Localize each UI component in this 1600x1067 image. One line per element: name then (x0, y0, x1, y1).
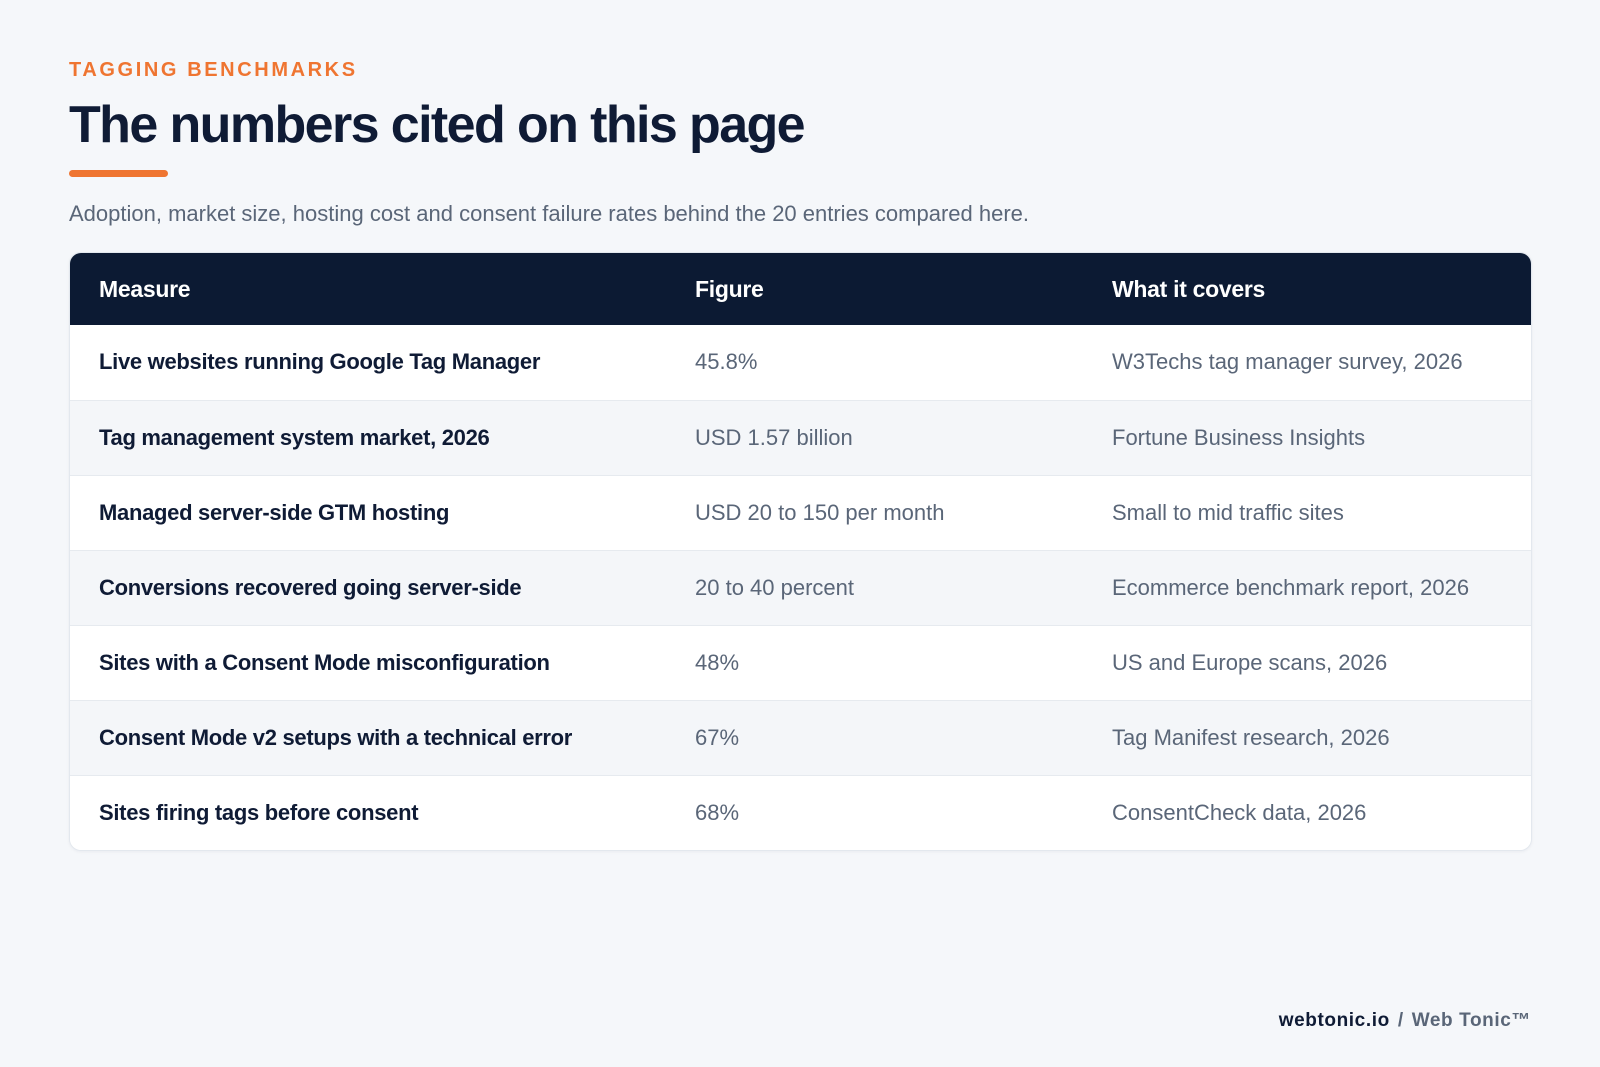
benchmarks-table: Measure Figure What it covers Live websi… (70, 253, 1531, 850)
section-eyebrow: TAGGING BENCHMARKS (69, 59, 358, 81)
footer-domain: webtonic.io (1278, 1010, 1390, 1031)
column-header-covers: What it covers (1112, 275, 1266, 302)
table-row: Consent Mode v2 setups with a technical … (70, 700, 1531, 775)
table-row: Sites with a Consent Mode misconfigurati… (70, 625, 1531, 700)
cell-figure: 45.8% (695, 349, 758, 375)
table-row: Conversions recovered going server-side … (70, 550, 1531, 625)
table-row: Tag management system market, 2026 USD 1… (70, 400, 1531, 475)
cell-measure: Sites firing tags before consent (99, 799, 419, 825)
cell-measure: Sites with a Consent Mode misconfigurati… (99, 649, 550, 675)
footer-attribution: webtonic.io / Web Tonic™ (1279, 1010, 1531, 1032)
title-accent-bar (69, 170, 168, 177)
cell-covers: US and Europe scans, 2026 (1112, 649, 1388, 675)
cell-covers: Small to mid traffic sites (1112, 499, 1344, 525)
table-row: Live websites running Google Tag Manager… (70, 325, 1531, 400)
column-header-figure: Figure (695, 275, 764, 302)
cell-covers: W3Techs tag manager survey, 2026 (1112, 349, 1463, 375)
table-body: Live websites running Google Tag Manager… (70, 325, 1531, 850)
cell-figure: 20 to 40 percent (695, 574, 855, 600)
cell-covers: ConsentCheck data, 2026 (1112, 799, 1367, 825)
cell-figure: 48% (695, 649, 740, 675)
page-title: The numbers cited on this page (69, 96, 806, 154)
cell-covers: Fortune Business Insights (1112, 424, 1366, 450)
cell-measure: Conversions recovered going server-side (99, 574, 522, 600)
table-row: Managed server-side GTM hosting USD 20 t… (70, 475, 1531, 550)
footer-separator: / (1397, 1010, 1404, 1031)
table-row: Sites firing tags before consent 68% Con… (70, 775, 1531, 850)
cell-figure: USD 20 to 150 per month (695, 499, 945, 525)
cell-figure: USD 1.57 billion (695, 424, 853, 450)
cell-measure: Tag management system market, 2026 (99, 424, 490, 450)
cell-figure: 67% (695, 724, 740, 750)
table-header: Measure Figure What it covers (70, 253, 1531, 325)
cell-covers: Tag Manifest research, 2026 (1112, 724, 1390, 750)
cell-covers: Ecommerce benchmark report, 2026 (1112, 574, 1470, 600)
table-header-row: Measure Figure What it covers (70, 253, 1531, 325)
page-subtitle: Adoption, market size, hosting cost and … (69, 201, 1030, 226)
footer-brand: Web Tonic™ (1411, 1010, 1531, 1031)
benchmarks-table-card: Measure Figure What it covers Live websi… (69, 252, 1532, 851)
cell-measure: Managed server-side GTM hosting (99, 499, 450, 525)
column-header-measure: Measure (99, 275, 191, 302)
cell-figure: 68% (695, 799, 740, 825)
cell-measure: Consent Mode v2 setups with a technical … (99, 724, 573, 750)
page-content: TAGGING BENCHMARKS The numbers cited on … (69, 56, 1532, 851)
cell-measure: Live websites running Google Tag Manager (99, 349, 541, 375)
